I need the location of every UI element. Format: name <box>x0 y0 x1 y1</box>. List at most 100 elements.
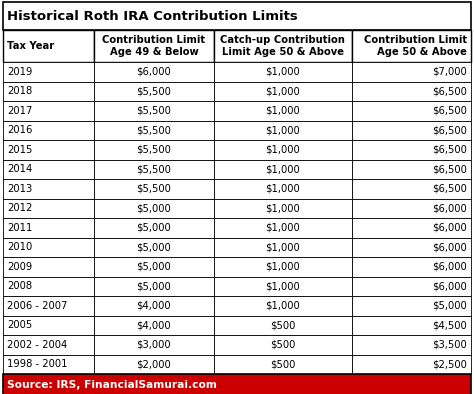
Text: $1,000: $1,000 <box>265 86 300 96</box>
Bar <box>94 140 214 160</box>
Text: $6,500: $6,500 <box>432 164 467 174</box>
Bar <box>94 257 214 277</box>
Bar <box>3 257 94 277</box>
Text: 2002 - 2004: 2002 - 2004 <box>7 340 67 350</box>
Text: $5,500: $5,500 <box>137 86 172 96</box>
Text: $6,500: $6,500 <box>432 125 467 135</box>
Bar <box>214 218 352 238</box>
Text: Historical Roth IRA Contribution Limits: Historical Roth IRA Contribution Limits <box>7 9 298 22</box>
Text: $1,000: $1,000 <box>265 164 300 174</box>
Bar <box>352 101 471 121</box>
Bar <box>94 160 214 179</box>
Text: Catch-up Contribution
Limit Age 50 & Above: Catch-up Contribution Limit Age 50 & Abo… <box>220 35 345 57</box>
Bar <box>94 218 214 238</box>
Text: $3,000: $3,000 <box>137 340 171 350</box>
Text: Contribution Limit
Age 50 & Above: Contribution Limit Age 50 & Above <box>364 35 467 57</box>
Bar <box>214 30 352 62</box>
Bar <box>3 62 94 82</box>
Text: 2018: 2018 <box>7 86 32 96</box>
Bar <box>214 355 352 374</box>
Bar <box>214 62 352 82</box>
Bar <box>3 199 94 218</box>
Text: $1,000: $1,000 <box>265 242 300 252</box>
Bar <box>94 30 214 62</box>
Text: $5,000: $5,000 <box>137 203 171 213</box>
Text: $6,500: $6,500 <box>432 184 467 194</box>
Bar <box>352 355 471 374</box>
Text: 1998 - 2001: 1998 - 2001 <box>7 359 67 369</box>
Text: 2010: 2010 <box>7 242 32 252</box>
Bar <box>94 277 214 296</box>
Bar <box>352 277 471 296</box>
Text: $5,000: $5,000 <box>432 301 467 311</box>
Text: $1,000: $1,000 <box>265 145 300 155</box>
Text: 2017: 2017 <box>7 106 32 116</box>
Bar <box>94 316 214 335</box>
Text: $1,000: $1,000 <box>265 67 300 77</box>
Text: $1,000: $1,000 <box>265 125 300 135</box>
Bar <box>214 179 352 199</box>
Text: $5,000: $5,000 <box>137 262 171 272</box>
Text: $5,500: $5,500 <box>137 184 172 194</box>
Text: 2005: 2005 <box>7 320 32 330</box>
Text: 2009: 2009 <box>7 262 32 272</box>
Text: $4,500: $4,500 <box>432 320 467 330</box>
Text: $5,000: $5,000 <box>137 223 171 233</box>
Bar <box>3 179 94 199</box>
Bar <box>214 140 352 160</box>
Bar <box>3 335 94 355</box>
Bar <box>3 140 94 160</box>
Text: $3,500: $3,500 <box>432 340 467 350</box>
Text: $4,000: $4,000 <box>137 320 171 330</box>
Text: 2016: 2016 <box>7 125 32 135</box>
Text: $500: $500 <box>270 320 295 330</box>
Bar <box>3 101 94 121</box>
Text: 2019: 2019 <box>7 67 32 77</box>
Bar <box>94 179 214 199</box>
Text: $1,000: $1,000 <box>265 203 300 213</box>
Text: $6,000: $6,000 <box>432 262 467 272</box>
Text: $1,000: $1,000 <box>265 262 300 272</box>
Bar <box>214 257 352 277</box>
Bar <box>94 121 214 140</box>
Text: $2,000: $2,000 <box>137 359 171 369</box>
Bar <box>214 238 352 257</box>
Text: Source: IRS, FinancialSamurai.com: Source: IRS, FinancialSamurai.com <box>7 380 217 390</box>
Bar <box>94 62 214 82</box>
Text: 2008: 2008 <box>7 281 32 291</box>
Bar <box>3 218 94 238</box>
Bar <box>3 30 94 62</box>
Bar <box>352 316 471 335</box>
Text: $5,000: $5,000 <box>137 242 171 252</box>
Text: 2015: 2015 <box>7 145 32 155</box>
Bar <box>3 277 94 296</box>
Bar <box>3 121 94 140</box>
Bar <box>94 296 214 316</box>
Text: $6,000: $6,000 <box>432 281 467 291</box>
Bar <box>352 30 471 62</box>
Bar <box>352 218 471 238</box>
Text: $1,000: $1,000 <box>265 106 300 116</box>
Text: $5,500: $5,500 <box>137 106 172 116</box>
Text: $2,500: $2,500 <box>432 359 467 369</box>
Text: 2006 - 2007: 2006 - 2007 <box>7 301 67 311</box>
Text: $6,500: $6,500 <box>432 145 467 155</box>
Bar <box>3 82 94 101</box>
Text: $4,000: $4,000 <box>137 301 171 311</box>
Text: $500: $500 <box>270 340 295 350</box>
Bar <box>352 238 471 257</box>
Bar <box>352 121 471 140</box>
Bar <box>352 199 471 218</box>
Text: $1,000: $1,000 <box>265 223 300 233</box>
Bar <box>94 238 214 257</box>
Bar <box>214 121 352 140</box>
Bar <box>214 101 352 121</box>
Text: $5,500: $5,500 <box>137 145 172 155</box>
Text: $1,000: $1,000 <box>265 281 300 291</box>
Bar <box>352 82 471 101</box>
Bar <box>352 62 471 82</box>
Bar <box>352 179 471 199</box>
Text: $6,000: $6,000 <box>432 242 467 252</box>
Text: 2013: 2013 <box>7 184 32 194</box>
Text: $6,500: $6,500 <box>432 106 467 116</box>
